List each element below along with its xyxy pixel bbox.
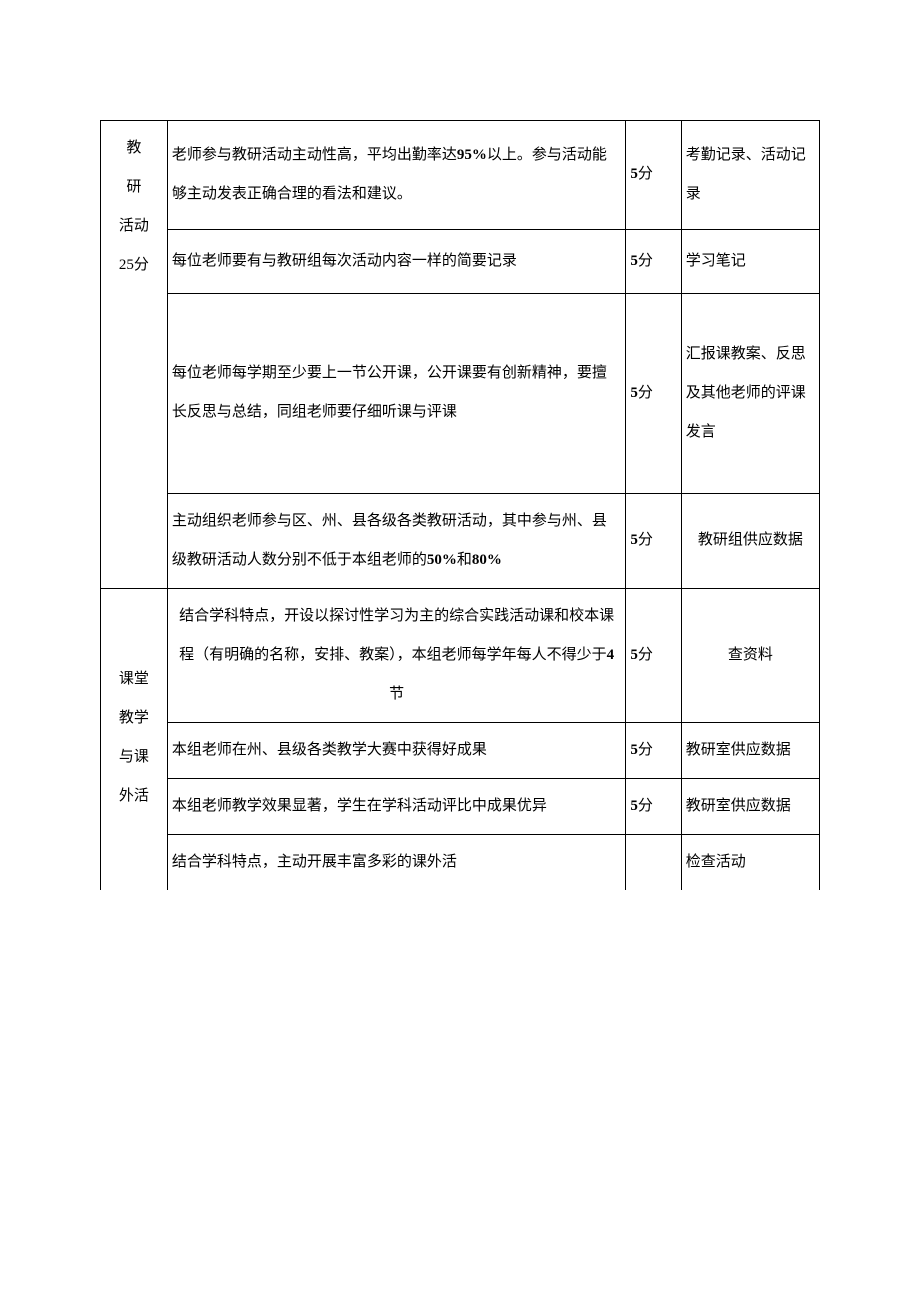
category-cell-jiaoyan: 教 研 活动 25分 [101,121,168,294]
table-row: 课堂 教学 与课 外活 结合学科特点，开设以探讨性学习为主的综合实践活动课和校本… [101,588,820,722]
score-cell: 5分 [626,722,681,778]
category-cell-blank [101,293,168,588]
table-row: 每位老师要有与教研组每次活动内容一样的简要记录 5分 学习笔记 [101,229,820,293]
category-text-3: 与课 [105,738,163,777]
score-cell [626,834,681,890]
criteria-cell: 结合学科特点，主动开展丰富多彩的课外活 [167,834,626,890]
evidence-cell: 检查活动 [681,834,819,890]
criteria-cell: 本组老师教学效果显著，学生在学科活动评比中成果优异 [167,778,626,834]
table-row: 教 研 活动 25分 老师参与教研活动主动性高，平均出勤率达95%以上。参与活动… [101,121,820,230]
evaluation-table: 教 研 活动 25分 老师参与教研活动主动性高，平均出勤率达95%以上。参与活动… [100,120,820,890]
criteria-cell: 主动组织老师参与区、州、县各级各类教研活动，其中参与州、县级教研活动人数分别不低… [167,493,626,588]
score-cell: 5分 [626,229,681,293]
score-cell: 5分 [626,121,681,230]
score-cell: 5分 [626,493,681,588]
category-points: 25分 [105,246,163,285]
evidence-cell: 教研组供应数据 [681,493,819,588]
evidence-cell: 学习笔记 [681,229,819,293]
evidence-cell: 教研室供应数据 [681,722,819,778]
score-cell: 5分 [626,778,681,834]
criteria-cell: 每位老师每学期至少要上一节公开课，公开课要有创新精神，要擅长反思与总结，同组老师… [167,293,626,493]
category-text-3: 活动 [105,207,163,246]
criteria-cell: 结合学科特点，开设以探讨性学习为主的综合实践活动课和校本课程（有明确的名称，安排… [167,588,626,722]
table-row: 结合学科特点，主动开展丰富多彩的课外活 检查活动 [101,834,820,890]
category-text-2: 教学 [105,699,163,738]
score-cell: 5分 [626,588,681,722]
table-row: 主动组织老师参与区、州、县各级各类教研活动，其中参与州、县级教研活动人数分别不低… [101,493,820,588]
table-row: 本组老师在州、县级各类教学大赛中获得好成果 5分 教研室供应数据 [101,722,820,778]
table-row: 每位老师每学期至少要上一节公开课，公开课要有创新精神，要擅长反思与总结，同组老师… [101,293,820,493]
category-text-1: 课堂 [105,660,163,699]
criteria-cell: 本组老师在州、县级各类教学大赛中获得好成果 [167,722,626,778]
evidence-cell: 查资料 [681,588,819,722]
evidence-cell: 教研室供应数据 [681,778,819,834]
evidence-cell: 汇报课教案、反思及其他老师的评课发言 [681,293,819,493]
category-text-4: 外活 [105,777,163,816]
table-row: 本组老师教学效果显著，学生在学科活动评比中成果优异 5分 教研室供应数据 [101,778,820,834]
criteria-cell: 老师参与教研活动主动性高，平均出勤率达95%以上。参与活动能够主动发表正确合理的… [167,121,626,230]
score-cell: 5分 [626,293,681,493]
category-cell-ketang: 课堂 教学 与课 外活 [101,588,168,890]
category-text-1: 教 [105,129,163,168]
criteria-cell: 每位老师要有与教研组每次活动内容一样的简要记录 [167,229,626,293]
evidence-cell: 考勤记录、活动记录 [681,121,819,230]
category-text-2: 研 [105,168,163,207]
